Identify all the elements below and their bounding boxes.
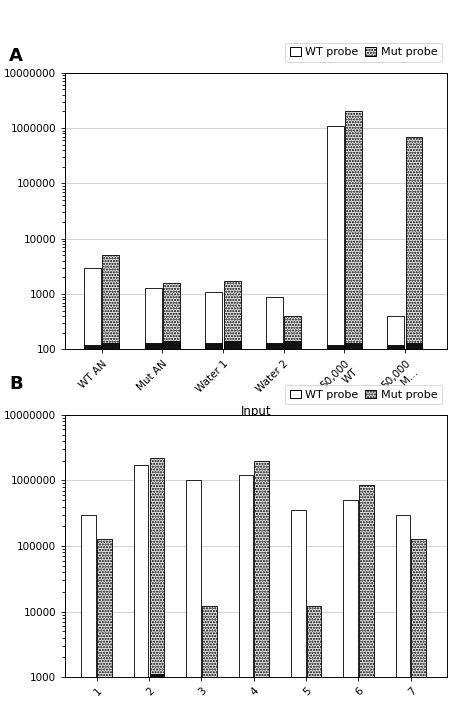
Bar bbox=[359, 485, 374, 728]
Bar bbox=[134, 465, 149, 728]
Text: A: A bbox=[9, 47, 23, 66]
Bar bbox=[150, 458, 164, 728]
Bar bbox=[345, 111, 362, 728]
Bar bbox=[359, 677, 374, 728]
Bar bbox=[206, 292, 222, 728]
Bar bbox=[145, 343, 162, 728]
Bar bbox=[84, 268, 101, 728]
Bar bbox=[291, 510, 306, 728]
Bar bbox=[239, 677, 253, 728]
Bar bbox=[82, 515, 96, 728]
Bar bbox=[327, 345, 343, 728]
Bar bbox=[102, 256, 119, 728]
Text: B: B bbox=[9, 375, 23, 393]
Bar bbox=[239, 475, 253, 728]
Bar bbox=[411, 677, 426, 728]
Bar bbox=[102, 343, 119, 728]
Bar bbox=[163, 282, 180, 728]
Bar bbox=[387, 345, 404, 728]
Bar bbox=[186, 677, 201, 728]
Bar bbox=[224, 341, 240, 728]
X-axis label: Input: Input bbox=[241, 405, 272, 418]
Bar bbox=[254, 677, 269, 728]
Bar bbox=[307, 677, 321, 728]
Bar bbox=[84, 345, 101, 728]
Bar bbox=[82, 677, 96, 728]
Bar bbox=[202, 677, 217, 728]
Bar bbox=[97, 539, 112, 728]
Bar bbox=[405, 343, 423, 728]
Legend: WT probe, Mut probe: WT probe, Mut probe bbox=[285, 43, 442, 62]
Bar bbox=[163, 341, 180, 728]
Bar bbox=[327, 126, 343, 728]
Bar bbox=[254, 461, 269, 728]
Bar bbox=[202, 606, 217, 728]
Bar bbox=[405, 137, 423, 728]
Bar bbox=[266, 343, 283, 728]
Bar bbox=[150, 674, 164, 728]
Bar bbox=[224, 281, 240, 728]
Bar bbox=[284, 316, 301, 728]
Bar bbox=[145, 288, 162, 728]
Bar bbox=[266, 296, 283, 728]
Bar bbox=[396, 515, 410, 728]
Bar bbox=[396, 677, 410, 728]
Bar bbox=[284, 341, 301, 728]
Bar bbox=[411, 539, 426, 728]
Bar bbox=[291, 677, 306, 728]
Bar bbox=[343, 677, 358, 728]
Bar bbox=[343, 500, 358, 728]
Bar bbox=[134, 677, 149, 728]
Bar bbox=[345, 343, 362, 728]
Bar bbox=[206, 343, 222, 728]
Bar bbox=[387, 316, 404, 728]
Bar bbox=[186, 480, 201, 728]
Legend: WT probe, Mut probe: WT probe, Mut probe bbox=[285, 385, 442, 404]
Bar bbox=[97, 677, 112, 728]
Bar bbox=[307, 606, 321, 728]
